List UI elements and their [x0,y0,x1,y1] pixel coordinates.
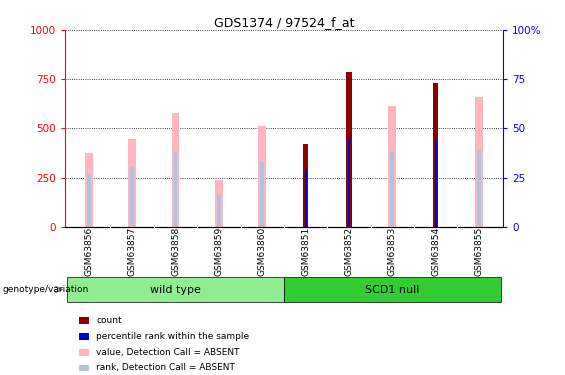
Bar [130,167,134,227]
Bar [217,195,221,227]
Text: GSM63853: GSM63853 [388,226,397,276]
Bar [348,138,350,227]
Text: GSM63858: GSM63858 [171,226,180,276]
Bar [87,174,91,227]
Bar [172,112,180,227]
Title: GDS1374 / 97524_f_at: GDS1374 / 97524_f_at [214,16,354,29]
Bar [390,151,394,227]
Bar [215,180,223,227]
Text: genotype/variation: genotype/variation [3,285,89,294]
Text: rank, Detection Call = ABSENT: rank, Detection Call = ABSENT [96,363,235,372]
Bar [433,83,438,227]
Bar [305,169,307,227]
Text: GSM63859: GSM63859 [214,226,223,276]
Bar [258,126,266,227]
Bar [173,151,177,227]
Bar [303,144,308,227]
Bar [85,153,93,227]
Text: GSM63854: GSM63854 [431,226,440,276]
Text: percentile rank within the sample: percentile rank within the sample [96,332,249,341]
Bar [346,72,351,227]
Text: value, Detection Call = ABSENT: value, Detection Call = ABSENT [96,348,240,357]
Bar [284,277,501,302]
Bar [475,97,483,227]
Text: GSM63852: GSM63852 [345,226,354,276]
Text: GSM63851: GSM63851 [301,226,310,276]
Bar [388,106,396,227]
Text: SCD1 null: SCD1 null [365,285,419,295]
Bar [67,277,284,302]
Text: wild type: wild type [150,285,201,295]
Bar [434,139,437,227]
Text: count: count [96,316,121,325]
Text: GSM63857: GSM63857 [128,226,137,276]
Text: GSM63860: GSM63860 [258,226,267,276]
Text: GSM63856: GSM63856 [84,226,93,276]
Text: GSM63855: GSM63855 [475,226,484,276]
Bar [128,139,136,227]
Bar [260,162,264,227]
Bar [477,149,481,227]
